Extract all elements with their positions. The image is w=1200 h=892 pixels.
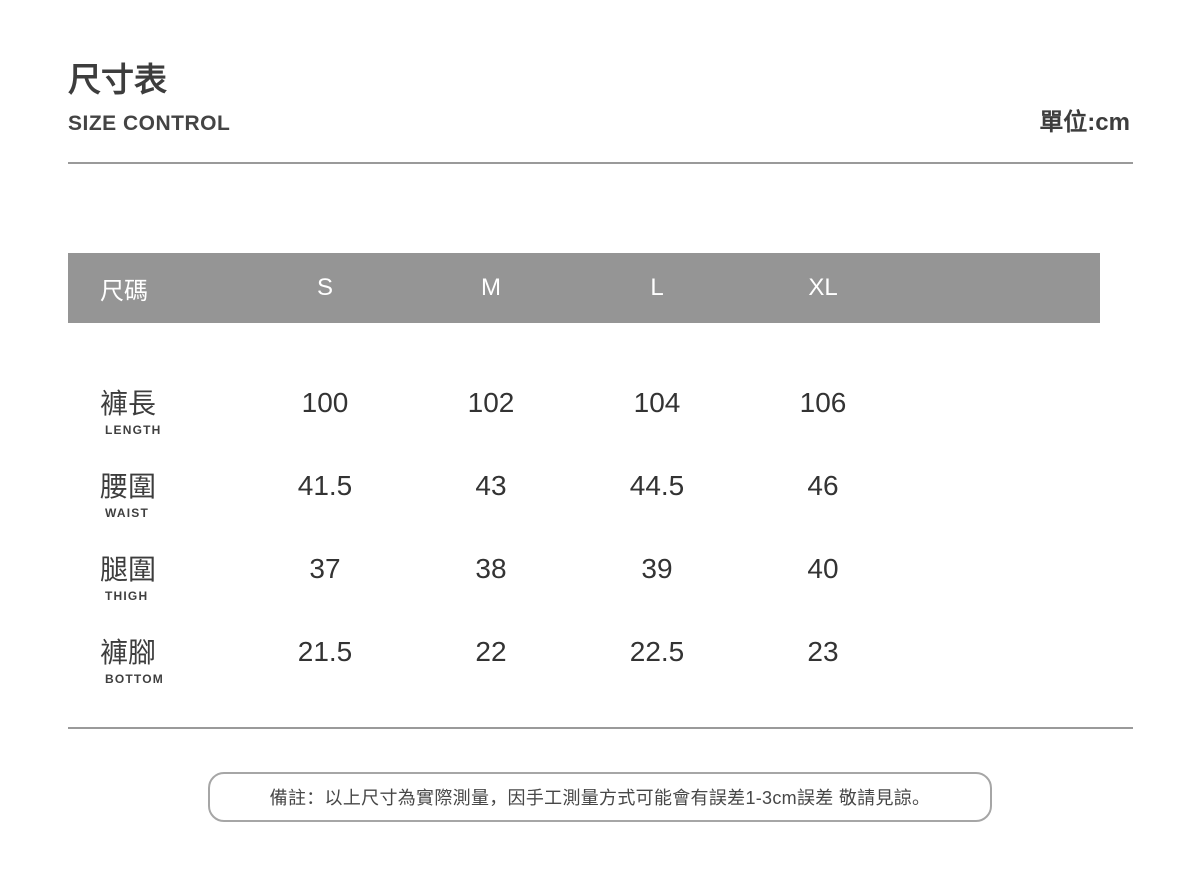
table-body: 褲長 LENGTH 100 102 104 106 腰圍 WAIST 41.5 … — [68, 361, 1100, 693]
cell-spacer — [906, 361, 1100, 444]
unit-label: 單位:cm — [1039, 109, 1130, 136]
cell-spacer — [906, 527, 1100, 610]
row-label-en: LENGTH — [105, 422, 162, 437]
table-row-thigh: 腿圍 THIGH 37 38 39 40 — [68, 527, 1100, 610]
row-label: 褲長 LENGTH — [68, 370, 242, 453]
cell-value: 43 — [475, 469, 507, 501]
row-label-en: BOTTOM — [105, 671, 164, 686]
header-cell-size-label: 尺碼 — [100, 277, 148, 305]
cell-value: 41.5 — [297, 469, 353, 501]
row-label-en: THIGH — [105, 588, 149, 603]
cell-value: 46 — [807, 469, 839, 501]
row-label: 腰圍 WAIST — [68, 453, 242, 536]
cell-value: 37 — [309, 552, 341, 584]
table-header-row: 尺碼 S M L XL — [68, 253, 1100, 323]
cell-spacer — [906, 444, 1100, 527]
cell-spacer — [906, 610, 1100, 693]
row-label-zh: 褲長 — [100, 387, 157, 419]
row-label-zh: 褲腳 — [100, 636, 157, 668]
table-row-bottom: 褲腳 BOTTOM 21.5 22 22.5 23 — [68, 610, 1100, 693]
note-text: 備註：以上尺寸為實際測量，因手工測量方式可能會有誤差1-3cm誤差 敬請見諒。 — [269, 788, 931, 808]
cell-value: 21.5 — [297, 635, 353, 667]
cell-value: 22.5 — [629, 635, 685, 667]
cell-value: 44.5 — [629, 469, 685, 501]
header-cell-size-xl: XL — [808, 274, 838, 301]
cell-value: 102 — [467, 386, 515, 418]
cell-value: 39 — [641, 552, 673, 584]
cell-value: 38 — [475, 552, 507, 584]
table-row-length: 褲長 LENGTH 100 102 104 106 — [68, 361, 1100, 444]
size-table: 尺碼 S M L XL 褲長 LENGTH 100 102 104 106 — [68, 253, 1100, 693]
top-divider — [68, 162, 1133, 164]
header-cell-size-s: S — [316, 274, 333, 301]
row-label-zh: 腿圍 — [100, 553, 157, 585]
cell-value: 40 — [807, 552, 839, 584]
page-subtitle: SIZE CONTROL — [68, 112, 231, 135]
page-title: 尺寸表 — [68, 61, 167, 98]
row-label-en: WAIST — [105, 505, 149, 520]
row-label: 褲腳 BOTTOM — [68, 619, 242, 702]
bottom-divider — [68, 727, 1133, 729]
cell-value: 104 — [633, 386, 681, 418]
cell-value: 22 — [475, 635, 507, 667]
table-row-waist: 腰圍 WAIST 41.5 43 44.5 46 — [68, 444, 1100, 527]
cell-value: 23 — [807, 635, 839, 667]
header-cell-size-l: L — [650, 274, 664, 301]
cell-value: 106 — [799, 386, 847, 418]
note-box: 備註：以上尺寸為實際測量，因手工測量方式可能會有誤差1-3cm誤差 敬請見諒。 — [208, 772, 992, 822]
row-label: 腿圍 THIGH — [68, 536, 242, 619]
header-cell-size-m: M — [481, 274, 501, 301]
cell-value: 100 — [301, 386, 349, 418]
row-label-zh: 腰圍 — [100, 470, 157, 502]
